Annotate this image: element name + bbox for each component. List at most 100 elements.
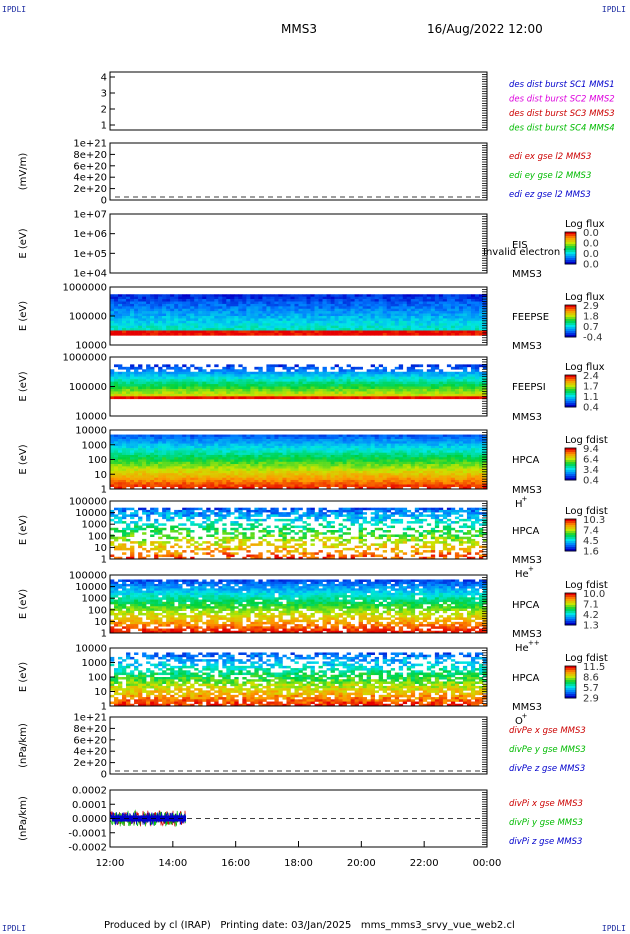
spectrogram-cell [418, 374, 424, 377]
spectrogram-cell [326, 296, 331, 300]
spectrogram-cell [158, 325, 163, 329]
spectrogram-cell [346, 445, 351, 449]
spectrogram-cell [226, 436, 231, 440]
spectrogram-cell [114, 388, 119, 392]
spectrogram-cell [158, 369, 163, 373]
spectrogram-cell [290, 308, 295, 312]
spectrogram-cell [182, 448, 187, 451]
spectrogram-cell [186, 306, 191, 310]
spectrogram-cell [302, 301, 307, 305]
spectrogram-cell [386, 450, 392, 453]
spectrogram-cell [386, 313, 392, 317]
spectrogram-cell [378, 452, 384, 456]
spectrogram-cell [462, 486, 468, 490]
spectrogram-cell [398, 479, 404, 483]
spectrogram-cell [310, 318, 315, 322]
spectrogram-cell [326, 439, 331, 442]
spectrogram-cell [190, 303, 195, 307]
spectrogram-cell [202, 441, 207, 444]
spectrogram-cell [314, 320, 319, 324]
spectrogram-cell [382, 388, 388, 392]
spectrogram-cell [430, 443, 436, 447]
spectrogram-cell [318, 466, 323, 469]
spectrogram-cell [474, 316, 480, 319]
spectrogram-cell [270, 323, 275, 326]
spectrogram-cell [438, 484, 444, 488]
spectrogram-cell [186, 301, 191, 305]
spectrogram-cell [290, 461, 295, 465]
spectrogram-cell [138, 450, 143, 453]
spectrogram-cell [322, 393, 327, 397]
spectrogram-cell [286, 470, 291, 474]
spectrogram-cell [362, 443, 367, 447]
spectrogram-cell [426, 445, 432, 449]
spectrogram-cell [382, 369, 388, 373]
spectrogram-cell [374, 386, 380, 390]
spectrogram-cell [198, 374, 203, 377]
spectrogram-cell [178, 388, 183, 392]
spectrogram-cell [430, 484, 436, 488]
spectrogram-cell [186, 452, 191, 456]
spectrogram-cell [130, 466, 135, 469]
spectrogram-cell [362, 330, 367, 334]
spectrogram-cell [386, 452, 392, 456]
spectrogram-cell [374, 299, 380, 302]
spectrogram-cell [426, 301, 432, 305]
spectrogram-cell [414, 434, 420, 438]
spectrogram-cell [366, 479, 371, 483]
spectrogram-cell [446, 464, 452, 467]
spectrogram-cell [382, 482, 388, 485]
spectrogram-cell [466, 484, 472, 488]
spectrogram-cell [234, 313, 239, 317]
spectrogram-cell [182, 376, 187, 380]
spectrogram-cell [398, 311, 404, 314]
spectrogram-cell [346, 477, 351, 481]
spectrogram-cell [122, 457, 127, 460]
spectrogram-cell [118, 475, 123, 478]
spectrogram-cell [278, 475, 283, 478]
spectrogram-cell [206, 436, 211, 440]
spectrogram-cell [206, 303, 211, 307]
spectrogram-cell [314, 294, 319, 297]
spectrogram-cell [150, 325, 155, 329]
spectrogram-cell [122, 299, 127, 302]
spectrogram-cell [450, 448, 456, 451]
spectrogram-cell [234, 436, 239, 440]
spectrogram-cell [462, 452, 468, 456]
spectrogram-cell [310, 441, 315, 444]
spectrogram-cell [198, 434, 203, 438]
spectrogram-cell [410, 323, 416, 326]
spectrogram-cell [370, 374, 375, 377]
spectrogram-cell [406, 311, 412, 314]
spectrogram-cell [326, 311, 331, 314]
spectrogram-cell [134, 445, 139, 449]
spectrogram-cell [290, 325, 295, 329]
spectrogram-cell [398, 364, 404, 368]
spectrogram-cell [322, 328, 327, 331]
spectrogram-cell [254, 468, 259, 472]
spectrogram-cell [442, 296, 448, 300]
spectrogram-cell [410, 461, 416, 465]
spectrogram-cell [338, 448, 343, 451]
spectrogram-cell [250, 386, 255, 390]
spectrogram-cell [294, 388, 299, 392]
spectrogram-cell [206, 448, 211, 451]
spectrogram-cell [150, 374, 155, 377]
spectrogram-cell [218, 299, 223, 302]
spectrogram-cell [354, 443, 359, 447]
spectrogram-cell [326, 306, 331, 310]
spectrogram-cell [434, 381, 440, 385]
spectrogram-cell [254, 371, 259, 375]
spectrogram-cell [422, 325, 428, 329]
spectrogram-cell [202, 484, 207, 488]
spectrogram-cell [146, 299, 151, 302]
spectrogram-cell [274, 468, 279, 472]
spectrogram-cell [190, 468, 195, 472]
spectrogram-cell [154, 454, 159, 458]
spectrogram-cell [342, 311, 347, 314]
spectrogram-cell [418, 454, 424, 458]
spectrogram-cell [202, 325, 207, 329]
spectrogram-cell [334, 296, 339, 300]
spectrogram-cell [342, 303, 347, 307]
spectrogram-cell [282, 479, 287, 483]
